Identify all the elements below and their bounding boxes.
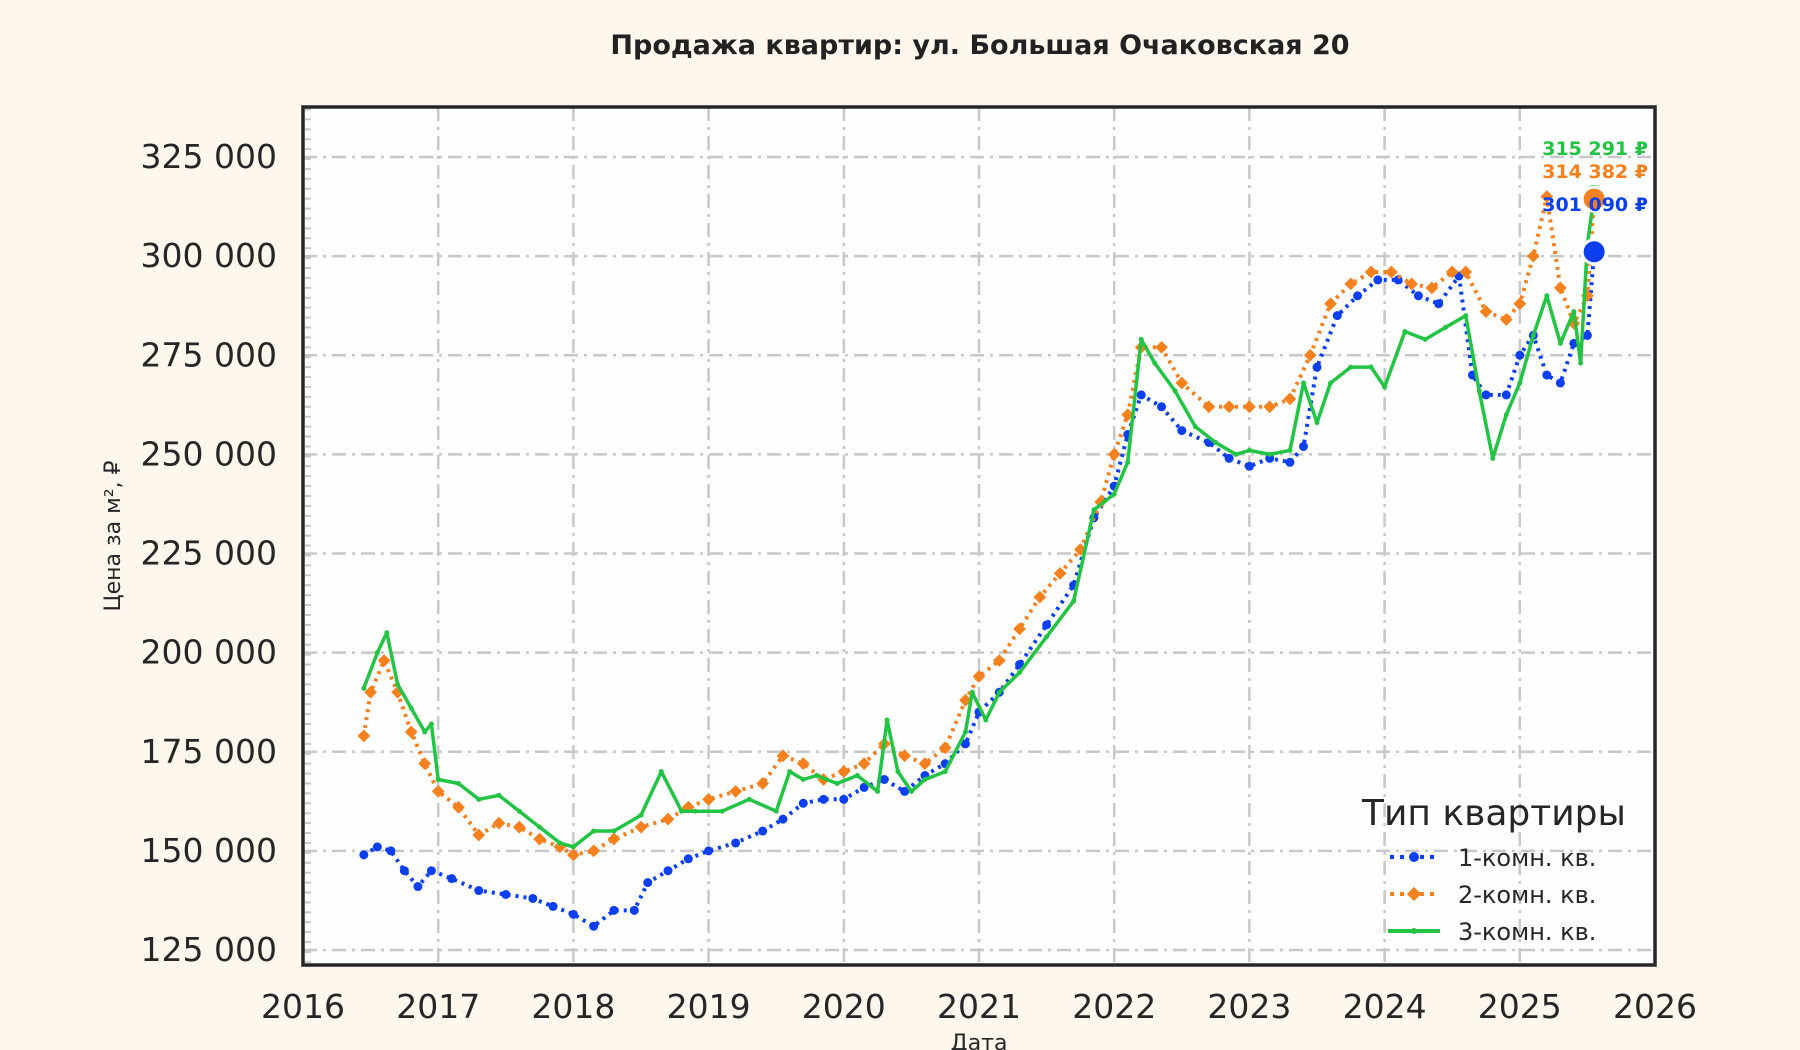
y-axis-ticks: 125 000 150 000 175 000 200 000 225 000 250 0… xyxy=(141,137,277,969)
y-tick-label: 275 000 xyxy=(141,335,277,374)
endpoint-value-label: 315 291 ₽ xyxy=(1542,138,1648,160)
endpoint-value-label: 314 382 ₽ xyxy=(1542,161,1648,183)
endpoint-marker xyxy=(1580,238,1608,266)
legend-title: Тип квартиры xyxy=(1361,793,1626,834)
y-axis-label: Цена за м², ₽ xyxy=(101,460,126,611)
legend-item-1: 1-комн. кв. xyxy=(1390,844,1596,872)
x-tick-label: 2022 xyxy=(1072,987,1156,1026)
x-tick-label: 2018 xyxy=(531,987,615,1026)
endpoint-markers: 315 291 ₽314 382 ₽ 301 090 ₽ xyxy=(1542,138,1648,266)
endpoint-value-label: 301 090 ₽ xyxy=(1542,194,1648,216)
legend-label: 3-комн. кв. xyxy=(1458,918,1596,946)
legend-label: 1-комн. кв. xyxy=(1458,844,1596,872)
series-3-line xyxy=(361,192,1597,850)
legend-item-3: 3-комн. кв. xyxy=(1388,918,1596,946)
y-tick-label: 325 000 xyxy=(141,137,277,176)
legend: Тип квартиры 1-комн. кв. 2-комн. кв. 3-ком… xyxy=(1361,793,1626,946)
legend-label: 2-комн. кв. xyxy=(1458,881,1596,909)
y-tick-label: 175 000 xyxy=(141,732,277,771)
y-tick-label: 150 000 xyxy=(141,831,277,870)
x-axis-label: Дата xyxy=(951,1031,1008,1050)
legend-item-2: 2-комн. кв. xyxy=(1390,881,1596,909)
x-tick-label: 2024 xyxy=(1343,987,1427,1026)
x-tick-label: 2020 xyxy=(802,987,886,1026)
x-tick-label: 2016 xyxy=(261,987,345,1026)
x-tick-label: 2021 xyxy=(937,987,1021,1026)
x-tick-label: 2026 xyxy=(1613,987,1697,1026)
x-tick-label: 2023 xyxy=(1207,987,1291,1026)
y-tick-label: 200 000 xyxy=(141,633,277,672)
y-tick-label: 300 000 xyxy=(141,236,277,275)
x-tick-label: 2019 xyxy=(667,987,751,1026)
y-tick-label: 225 000 xyxy=(141,534,277,573)
series-1-line xyxy=(359,247,1599,931)
y-tick-label: 250 000 xyxy=(141,434,277,473)
x-axis-ticks: 2016 2017 2018 2019 2020 2021 2022 2023 2024 2025… xyxy=(261,987,1697,1026)
x-tick-label: 2017 xyxy=(396,987,480,1026)
endpoint-marker xyxy=(1580,185,1608,213)
chart-title: Продажа квартир: ул. Большая Очаковская … xyxy=(610,30,1350,61)
plot-frame xyxy=(301,105,1657,967)
x-tick-label: 2025 xyxy=(1478,987,1562,1026)
y-tick-label: 125 000 xyxy=(141,930,277,969)
